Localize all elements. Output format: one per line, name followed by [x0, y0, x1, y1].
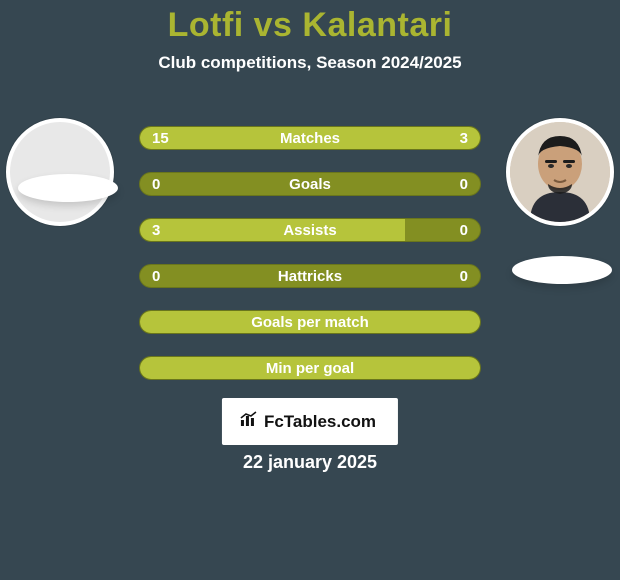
stat-bar: Matches15 3	[139, 126, 481, 150]
stat-value-right: 3	[460, 127, 468, 149]
stat-bars: Matches153Goals00Assists30Hattricks00Goa…	[139, 126, 481, 402]
stage: Lotfi vs Kalantari Club competitions, Se…	[0, 0, 620, 580]
stat-value-right: 0	[460, 219, 468, 241]
stat-value-left: 0	[152, 173, 160, 195]
stat-value-right: 0	[460, 265, 468, 287]
stat-bar: Goals per match	[139, 310, 481, 334]
stat-value-left: 0	[152, 265, 160, 287]
avatar-left-shadow	[18, 174, 118, 202]
avatar-right-shadow	[512, 256, 612, 284]
stat-label: Goals	[140, 173, 480, 195]
date-text: 22 january 2025	[0, 452, 620, 473]
subtitle: Club competitions, Season 2024/2025	[0, 53, 620, 73]
stat-value-left: 15	[152, 127, 169, 149]
stat-label: Matches	[140, 127, 480, 149]
stat-bar: Goals0 0	[139, 172, 481, 196]
face-icon	[510, 122, 610, 222]
stat-label: Min per goal	[140, 357, 480, 379]
stat-label: Assists	[140, 219, 480, 241]
avatar-left	[6, 118, 114, 226]
avatar-right	[506, 118, 614, 226]
page-title: Lotfi vs Kalantari	[0, 0, 620, 45]
stat-label: Goals per match	[140, 311, 480, 333]
brand-text: FcTables.com	[264, 412, 376, 432]
chart-icon	[240, 411, 258, 432]
stat-value-left: 3	[152, 219, 160, 241]
brand-badge: FcTables.com	[222, 398, 398, 445]
stat-bar: Assists3 0	[139, 218, 481, 242]
stat-label: Hattricks	[140, 265, 480, 287]
stat-value-right: 0	[460, 173, 468, 195]
stat-bar: Min per goal	[139, 356, 481, 380]
stat-bar: Hattricks0 0	[139, 264, 481, 288]
